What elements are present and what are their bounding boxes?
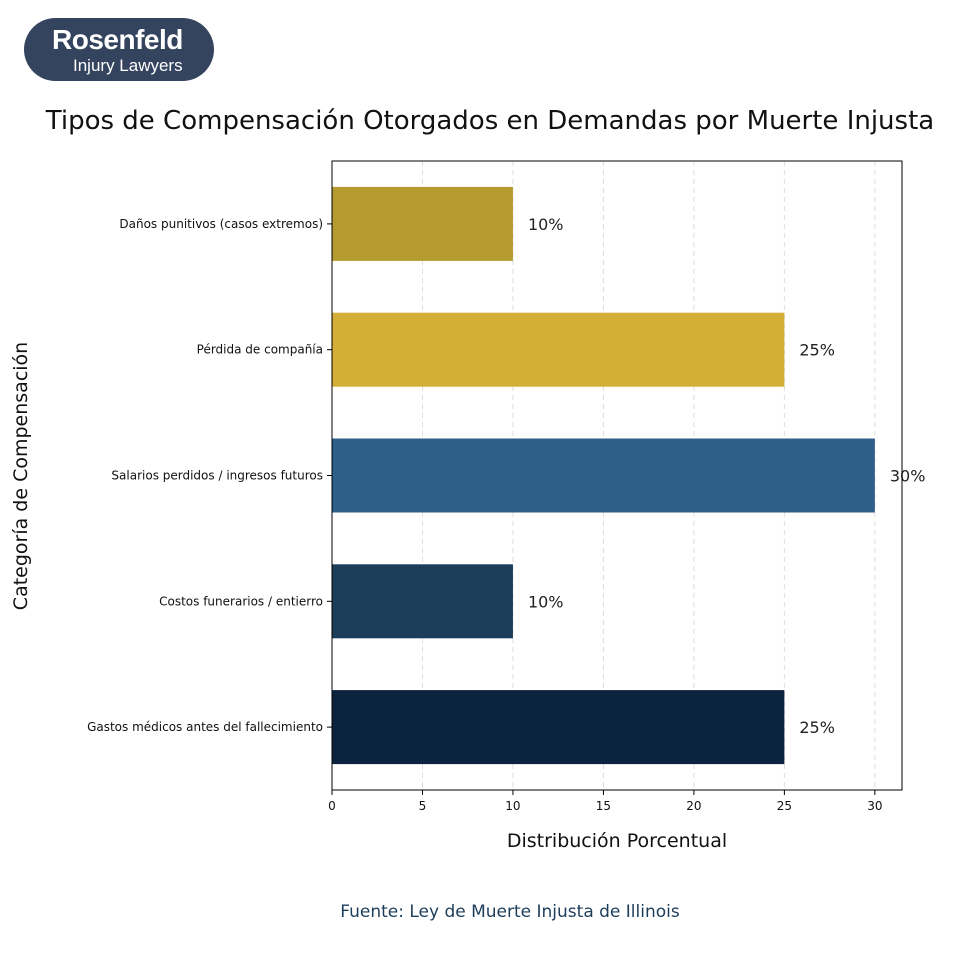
bar: [332, 690, 785, 765]
data-label: 25%: [799, 341, 835, 360]
y-axis-label: Categoría de Compensación: [10, 342, 32, 610]
x-tick-label: 20: [686, 799, 701, 813]
x-tick-label: 25: [777, 799, 792, 813]
logo: Rosenfeld Injury Lawyers: [24, 18, 214, 81]
y-tick-label: Salarios perdidos / ingresos futuros: [111, 469, 323, 483]
data-label: 10%: [528, 592, 564, 611]
y-tick-label: Gastos médicos antes del fallecimiento: [87, 720, 323, 734]
plot-frame: [331, 160, 903, 791]
bar: [332, 564, 513, 639]
chart-title: Tipos de Compensación Otorgados en Deman…: [45, 106, 935, 136]
bar: [332, 312, 785, 387]
data-label: 25%: [799, 718, 835, 737]
x-tick-label: 5: [419, 799, 427, 813]
logo-tagline: Injury Lawyers: [73, 56, 183, 75]
x-axis-label: Distribución Porcentual: [507, 830, 727, 852]
source-note: Fuente: Ley de Muerte Injusta de Illinoi…: [340, 902, 680, 922]
data-label: 10%: [528, 215, 564, 234]
x-tick-label: 10: [505, 799, 520, 813]
x-tick-label: 30: [867, 799, 882, 813]
y-tick-label: Pérdida de compañía: [197, 343, 323, 357]
data-label: 30%: [890, 467, 926, 486]
x-tick-label: 0: [328, 799, 336, 813]
x-tick-label: 15: [596, 799, 611, 813]
bar: [332, 438, 875, 513]
bar: [332, 186, 513, 261]
logo-name: Rosenfeld: [52, 24, 183, 55]
y-tick-label: Daños punitivos (casos extremos): [119, 217, 323, 231]
y-tick-label: Costos funerarios / entierro: [159, 594, 323, 608]
